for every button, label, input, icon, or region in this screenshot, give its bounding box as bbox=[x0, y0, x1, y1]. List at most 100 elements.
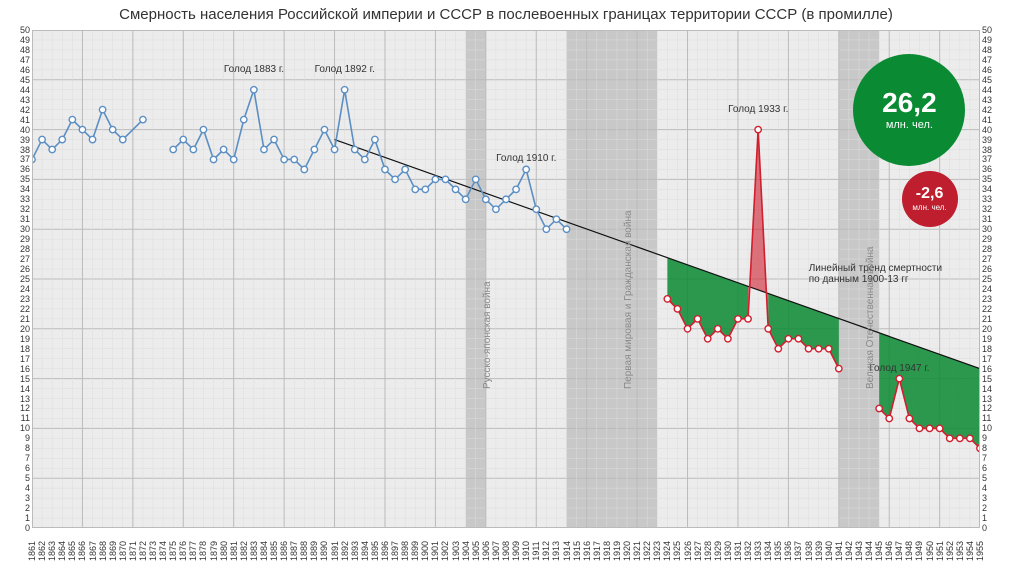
x-tick: 1938 bbox=[804, 537, 814, 565]
badge-green-unit: млн. чел. bbox=[886, 119, 933, 131]
x-tick: 1918 bbox=[602, 537, 612, 565]
y-tick-left: 7 bbox=[2, 453, 30, 463]
x-tick: 1901 bbox=[430, 537, 440, 565]
y-tick-right: 28 bbox=[982, 244, 1010, 254]
x-tick: 1873 bbox=[148, 537, 158, 565]
x-tick: 1865 bbox=[67, 537, 77, 565]
y-tick-left: 16 bbox=[2, 364, 30, 374]
x-tick: 1863 bbox=[47, 537, 57, 565]
x-tick: 1899 bbox=[410, 537, 420, 565]
y-tick-right: 24 bbox=[982, 284, 1010, 294]
y-tick-right: 2 bbox=[982, 503, 1010, 513]
x-tick: 1869 bbox=[108, 537, 118, 565]
y-tick-left: 26 bbox=[2, 264, 30, 274]
x-tick: 1930 bbox=[723, 537, 733, 565]
y-tick-left: 24 bbox=[2, 284, 30, 294]
war-period-label: Русско-японская война bbox=[482, 281, 493, 389]
x-tick: 1876 bbox=[178, 537, 188, 565]
x-tick: 1934 bbox=[763, 537, 773, 565]
summary-badge-green: 26,2млн. чел. bbox=[853, 54, 965, 166]
y-tick-left: 38 bbox=[2, 145, 30, 155]
x-tick: 1893 bbox=[350, 537, 360, 565]
y-tick-left: 18 bbox=[2, 344, 30, 354]
y-tick-left: 48 bbox=[2, 45, 30, 55]
x-tick: 1914 bbox=[562, 537, 572, 565]
x-tick: 1927 bbox=[693, 537, 703, 565]
x-tick: 1896 bbox=[380, 537, 390, 565]
y-tick-right: 38 bbox=[982, 145, 1010, 155]
x-tick: 1877 bbox=[188, 537, 198, 565]
y-tick-right: 9 bbox=[982, 433, 1010, 443]
chart-title: Смерность населения Российской империи и… bbox=[0, 6, 1012, 23]
x-tick: 1898 bbox=[400, 537, 410, 565]
y-tick-left: 44 bbox=[2, 85, 30, 95]
y-tick-left: 28 bbox=[2, 244, 30, 254]
y-tick-left: 46 bbox=[2, 65, 30, 75]
y-tick-right: 4 bbox=[982, 483, 1010, 493]
y-tick-right: 20 bbox=[982, 324, 1010, 334]
x-tick: 1894 bbox=[360, 537, 370, 565]
x-tick: 1922 bbox=[642, 537, 652, 565]
y-tick-left: 41 bbox=[2, 115, 30, 125]
x-tick: 1917 bbox=[592, 537, 602, 565]
x-tick: 1939 bbox=[814, 537, 824, 565]
x-tick: 1875 bbox=[168, 537, 178, 565]
y-tick-right: 22 bbox=[982, 304, 1010, 314]
y-tick-right: 44 bbox=[982, 85, 1010, 95]
x-tick: 1879 bbox=[209, 537, 219, 565]
y-tick-left: 15 bbox=[2, 374, 30, 384]
y-tick-right: 42 bbox=[982, 105, 1010, 115]
y-tick-right: 12 bbox=[982, 403, 1010, 413]
x-tick: 1947 bbox=[894, 537, 904, 565]
y-tick-right: 34 bbox=[982, 184, 1010, 194]
x-tick: 1935 bbox=[773, 537, 783, 565]
x-tick: 1954 bbox=[965, 537, 975, 565]
x-tick: 1881 bbox=[229, 537, 239, 565]
y-tick-right: 17 bbox=[982, 354, 1010, 364]
y-tick-right: 43 bbox=[982, 95, 1010, 105]
annotation: Голод 1910 г. bbox=[496, 153, 556, 164]
y-tick-right: 33 bbox=[982, 194, 1010, 204]
y-tick-right: 47 bbox=[982, 55, 1010, 65]
x-tick: 1955 bbox=[975, 537, 985, 565]
x-tick: 1880 bbox=[219, 537, 229, 565]
x-tick: 1926 bbox=[683, 537, 693, 565]
y-tick-left: 0 bbox=[2, 523, 30, 533]
annotation: Голод 1947 г. bbox=[869, 363, 929, 374]
badge-red-value: -2,6 bbox=[916, 186, 944, 202]
x-tick: 1909 bbox=[511, 537, 521, 565]
x-tick: 1933 bbox=[753, 537, 763, 565]
y-tick-right: 48 bbox=[982, 45, 1010, 55]
x-tick: 1895 bbox=[370, 537, 380, 565]
y-tick-right: 32 bbox=[982, 204, 1010, 214]
x-tick: 1867 bbox=[88, 537, 98, 565]
y-tick-left: 50 bbox=[2, 25, 30, 35]
y-tick-right: 49 bbox=[982, 35, 1010, 45]
y-tick-right: 46 bbox=[982, 65, 1010, 75]
x-tick: 1942 bbox=[844, 537, 854, 565]
x-tick: 1887 bbox=[289, 537, 299, 565]
y-tick-right: 45 bbox=[982, 75, 1010, 85]
x-tick: 1948 bbox=[904, 537, 914, 565]
y-tick-left: 4 bbox=[2, 483, 30, 493]
y-tick-left: 19 bbox=[2, 334, 30, 344]
y-tick-left: 8 bbox=[2, 443, 30, 453]
y-tick-right: 30 bbox=[982, 224, 1010, 234]
y-tick-left: 36 bbox=[2, 164, 30, 174]
y-tick-right: 15 bbox=[982, 374, 1010, 384]
y-tick-right: 7 bbox=[982, 453, 1010, 463]
annotation: Голод 1933 г. bbox=[728, 104, 788, 115]
x-tick: 1897 bbox=[390, 537, 400, 565]
x-tick: 1882 bbox=[239, 537, 249, 565]
y-tick-left: 25 bbox=[2, 274, 30, 284]
y-tick-left: 33 bbox=[2, 194, 30, 204]
x-tick: 1874 bbox=[158, 537, 168, 565]
y-tick-right: 26 bbox=[982, 264, 1010, 274]
y-tick-right: 50 bbox=[982, 25, 1010, 35]
y-tick-left: 22 bbox=[2, 304, 30, 314]
y-tick-left: 1 bbox=[2, 513, 30, 523]
y-tick-right: 31 bbox=[982, 214, 1010, 224]
y-tick-left: 34 bbox=[2, 184, 30, 194]
x-tick: 1892 bbox=[340, 537, 350, 565]
y-tick-left: 29 bbox=[2, 234, 30, 244]
